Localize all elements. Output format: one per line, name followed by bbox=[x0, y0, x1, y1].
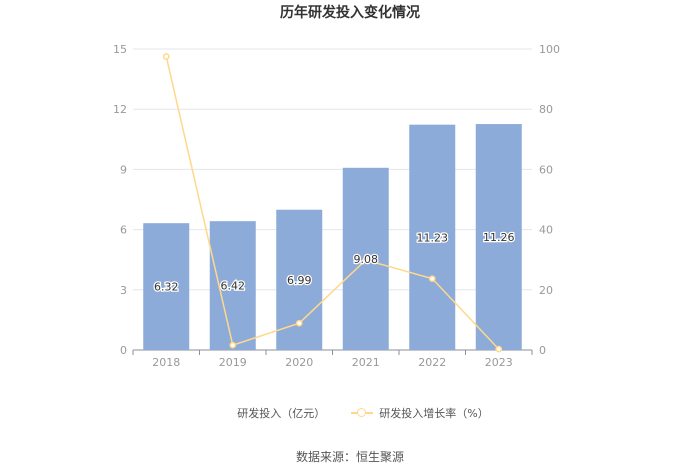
growth-rate-point bbox=[295, 319, 303, 327]
x-tick-label: 2022 bbox=[418, 356, 446, 369]
y-right-tick-label: 60 bbox=[539, 163, 553, 176]
growth-rate-point bbox=[495, 345, 503, 353]
legend-item-growth-rate[interactable]: 研发投入增长率（%） bbox=[351, 405, 489, 421]
legend-line-swatch bbox=[351, 407, 374, 419]
y-right-tick-label: 20 bbox=[539, 284, 553, 297]
growth-rate-point bbox=[428, 275, 436, 283]
bar-data-label: 6.42 bbox=[221, 280, 246, 293]
data-source: 数据来源：恒生聚源 bbox=[295, 450, 404, 464]
growth-rate-point bbox=[162, 53, 170, 60]
y-right-tick-label: 0 bbox=[539, 344, 546, 357]
bar bbox=[409, 124, 456, 350]
bar bbox=[475, 124, 522, 350]
x-tick-label: 2023 bbox=[485, 356, 513, 369]
y-left-tick-label: 6 bbox=[120, 224, 127, 237]
x-tick-label: 2019 bbox=[219, 356, 247, 369]
legend: 研发投入（亿元） 研发投入增长率（%） bbox=[0, 405, 700, 421]
y-left-tick-label: 9 bbox=[120, 163, 127, 176]
growth-rate-point bbox=[229, 341, 237, 349]
y-right-tick-label: 40 bbox=[539, 224, 553, 237]
y-left-tick-label: 12 bbox=[113, 103, 127, 116]
bar-data-label: 6.32 bbox=[154, 281, 179, 294]
y-right-tick-label: 100 bbox=[539, 43, 560, 56]
legend-item-rd-investment[interactable]: 研发投入（亿元） bbox=[211, 405, 325, 421]
legend-bar-swatch bbox=[211, 407, 231, 419]
chart-plot: 0 3 6 9 12 15 0 20 40 60 80 100 2018 2019 2020 2021 2022… bbox=[113, 43, 560, 369]
growth-rate-line bbox=[165, 56, 500, 350]
y-left-tick-label: 3 bbox=[120, 284, 127, 297]
bar bbox=[276, 209, 323, 350]
growth-rate-point bbox=[362, 256, 370, 264]
x-tick-label: 2021 bbox=[352, 356, 380, 369]
y-left-tick-label: 15 bbox=[113, 43, 127, 56]
bar-data-label: 11.26 bbox=[483, 231, 515, 244]
bar-data-label: 11.23 bbox=[417, 231, 449, 244]
x-tick-label: 2018 bbox=[152, 356, 180, 369]
y-right-tick-label: 80 bbox=[539, 103, 553, 116]
bar-data-label: 9.08 bbox=[354, 253, 379, 266]
x-tick-label: 2020 bbox=[285, 356, 313, 369]
y-left-tick-label: 0 bbox=[120, 344, 127, 357]
legend-label-rd-investment: 研发投入（亿元） bbox=[237, 407, 326, 420]
legend-label-growth-rate: 研发投入增长率（%） bbox=[379, 407, 489, 420]
chart-title: 历年研发投入变化情况 bbox=[280, 5, 420, 21]
bar bbox=[143, 223, 190, 350]
bar bbox=[209, 221, 256, 350]
bar-data-label: 6.99 bbox=[287, 274, 312, 287]
